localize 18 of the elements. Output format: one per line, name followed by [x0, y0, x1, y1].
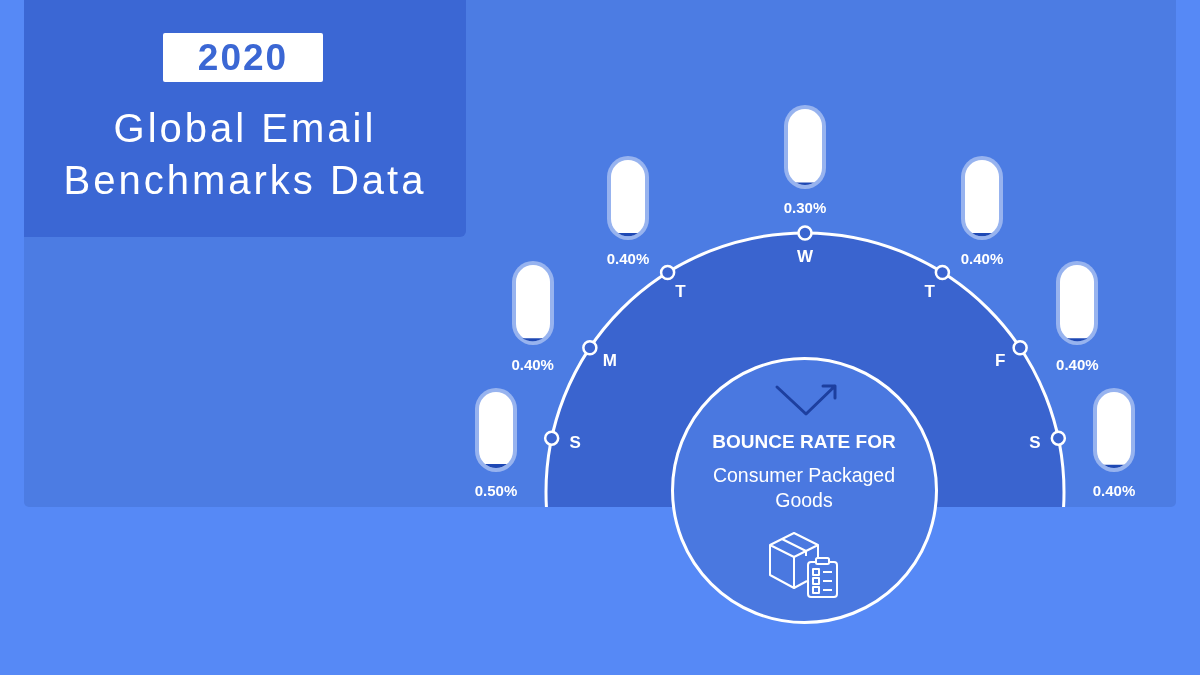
data-label: 0.30%: [783, 199, 827, 217]
category-label: W: [796, 246, 814, 266]
data-label: 0.50%: [474, 482, 518, 500]
data-label: 0.40%: [606, 250, 650, 268]
category-label: T: [924, 282, 936, 302]
data-label: 0.40%: [1056, 355, 1099, 373]
category-label: S: [1029, 432, 1041, 452]
category-label: F: [995, 350, 1006, 370]
data-label: 0.40%: [511, 355, 554, 373]
data-label: 0.40%: [1092, 482, 1136, 500]
data-label: 0.40%: [960, 250, 1004, 268]
text: Consumer Packaged Goods: [711, 463, 897, 513]
text: BOUNCE RATE FOR: [712, 430, 896, 454]
category-label: M: [602, 350, 617, 370]
text: Global Email Benchmarks Data: [62, 105, 428, 204]
text: 2020: [197, 36, 289, 78]
category-label: S: [569, 432, 581, 452]
category-label: T: [675, 282, 687, 302]
